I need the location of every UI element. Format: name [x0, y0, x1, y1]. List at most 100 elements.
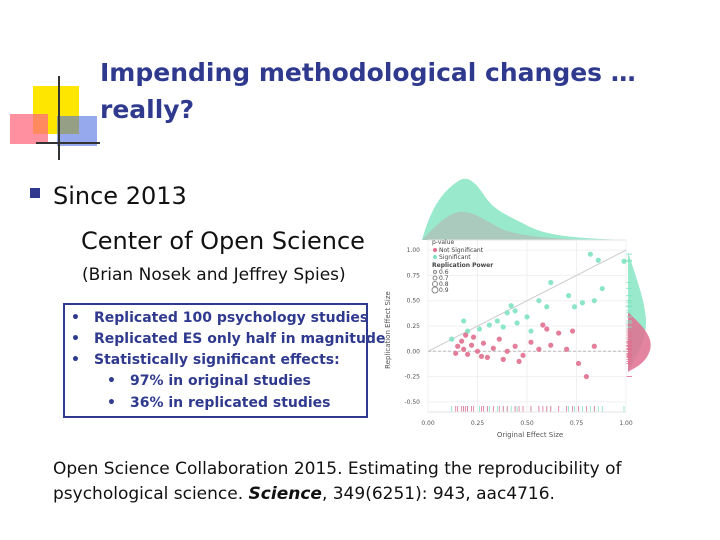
data-point	[548, 342, 554, 348]
data-point	[504, 310, 510, 316]
bullet-dot: •	[107, 373, 116, 389]
title-line-1: Impending methodological changes …	[100, 58, 636, 87]
citation: Open Science Collaboration 2015. Estimat…	[53, 457, 693, 507]
y-axis-label: Replication Effect Size	[384, 291, 392, 369]
data-point	[565, 293, 572, 299]
legend-sig-dot	[433, 255, 437, 259]
legend-power-3: 0.8	[439, 281, 449, 288]
data-point	[544, 304, 550, 310]
data-point	[478, 353, 485, 359]
data-point	[449, 336, 455, 342]
legend-nonsig-dot	[433, 248, 437, 252]
y-tick-label: 0.00	[407, 348, 421, 355]
data-point	[468, 342, 475, 348]
y-tick-label: 0.25	[407, 323, 421, 330]
legend-power-dot	[433, 270, 437, 274]
data-point	[583, 373, 589, 380]
data-point	[536, 346, 542, 352]
data-point	[571, 304, 578, 310]
x-tick-label: 0.25	[471, 420, 485, 427]
data-point	[500, 324, 506, 330]
top-density-green	[422, 178, 626, 240]
deco-horizontal-line	[36, 142, 100, 144]
data-point	[504, 348, 510, 354]
data-points	[449, 251, 627, 380]
box-item-1: Replicated 100 psychology studies	[94, 310, 369, 326]
top-density-pink	[422, 211, 626, 240]
legend-pvalue-title: p-value	[432, 239, 455, 246]
x-tick-labels: 0.00 0.25 0.50 0.75 1.00	[421, 420, 633, 427]
bottom-rug	[451, 406, 625, 412]
deco-blue-square	[57, 116, 97, 146]
data-point	[528, 339, 534, 345]
y-tick-label: 0.50	[407, 298, 421, 305]
bullet-dot: •	[71, 310, 80, 326]
data-point	[621, 258, 627, 264]
legend-power-title: Replication Power	[432, 262, 493, 269]
legend-power-dot	[432, 275, 438, 281]
y-tick-label: 1.00	[407, 247, 421, 254]
data-point	[459, 338, 465, 344]
data-point	[470, 334, 477, 340]
data-point	[508, 303, 514, 309]
data-point	[480, 340, 487, 346]
data-point	[536, 298, 542, 304]
data-point	[528, 328, 534, 334]
x-axis-label: Original Effect Size	[497, 431, 563, 439]
box-item-3: Statistically significant effects:	[94, 352, 340, 368]
box-subitem-1: 97% in original studies	[130, 373, 311, 389]
data-point	[520, 352, 526, 358]
x-tick-label: 0.50	[520, 420, 534, 427]
data-point	[490, 345, 496, 351]
data-point	[540, 322, 546, 328]
sub-center-open-science: Center of Open Science	[81, 227, 365, 255]
bullet-since-2013: Since 2013	[53, 182, 187, 210]
data-point	[556, 330, 562, 336]
legend-sig-label: Significant	[439, 254, 471, 261]
bullet-square-icon	[30, 188, 40, 198]
bullet-dot: •	[71, 331, 80, 347]
legend-power-1: 0.6	[439, 269, 449, 276]
data-point	[461, 346, 467, 352]
data-point	[591, 343, 597, 349]
data-point	[463, 332, 469, 338]
y-tick-label: -0.50	[404, 399, 420, 406]
bullet-dot: •	[107, 395, 116, 411]
data-point	[524, 314, 530, 320]
data-point	[575, 360, 582, 367]
data-point	[569, 328, 576, 334]
box-subitem-2: 36% in replicated studies	[130, 395, 331, 411]
chart-legend: p-value Not Significant Significant Repl…	[431, 239, 493, 294]
data-point	[496, 336, 502, 342]
citation-details: , 349(6251): 943, aac4716.	[321, 484, 555, 504]
data-point	[465, 351, 471, 357]
y-tick-labels: 1.00 0.75 0.50 0.25 0.00 -0.25 -0.50	[404, 247, 420, 406]
deco-pink-square	[10, 114, 48, 144]
y-tick-label: -0.25	[404, 374, 420, 381]
data-point	[500, 356, 506, 362]
sub-authors: (Brian Nosek and Jeffrey Spies)	[82, 265, 346, 285]
data-point	[564, 346, 570, 352]
bullet-dot: •	[71, 352, 80, 368]
summary-box	[63, 303, 368, 418]
data-point	[512, 343, 518, 349]
x-tick-label: 0.00	[421, 420, 435, 427]
data-point	[474, 348, 481, 354]
data-point	[587, 251, 593, 257]
data-point	[595, 257, 601, 263]
replication-scatter-chart: 1.00 0.75 0.50 0.25 0.00 -0.25 -0.50 0.00 0.25 0…	[384, 178, 651, 439]
y-tick-label: 0.75	[407, 272, 421, 279]
right-rug	[626, 253, 632, 377]
legend-power-dot	[431, 286, 439, 294]
slide-title: Impending methodological changes … reall…	[100, 54, 715, 128]
legend-power-2: 0.7	[439, 275, 449, 282]
data-point	[455, 343, 461, 349]
data-point	[516, 358, 522, 365]
data-point	[548, 279, 554, 286]
data-point	[486, 322, 492, 328]
data-point	[512, 308, 518, 314]
citation-journal: Science	[248, 484, 322, 504]
diagonal-line	[427, 249, 627, 352]
data-point	[514, 320, 520, 326]
data-point	[476, 326, 483, 332]
